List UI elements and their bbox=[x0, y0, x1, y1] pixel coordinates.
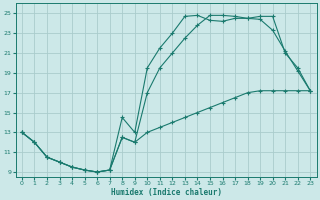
X-axis label: Humidex (Indice chaleur): Humidex (Indice chaleur) bbox=[111, 188, 221, 197]
